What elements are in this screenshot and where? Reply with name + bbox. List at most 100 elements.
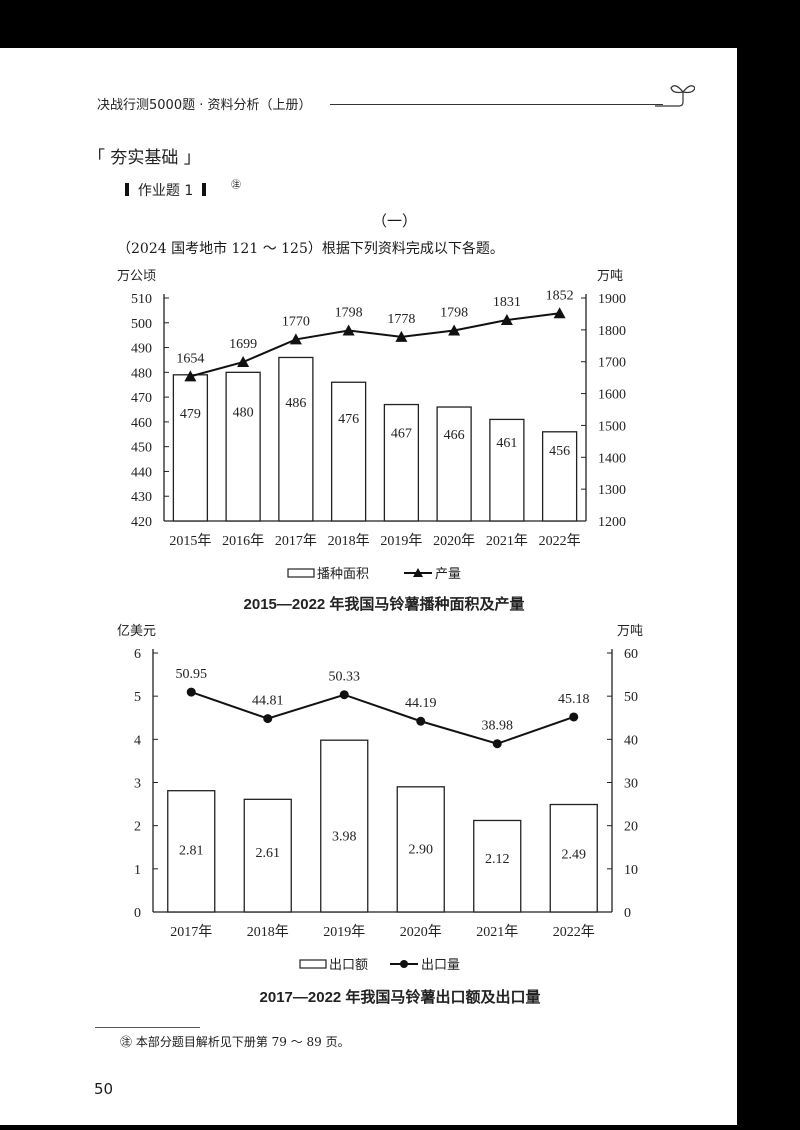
exercise-title: 作业题 1 <box>125 180 207 200</box>
bar <box>436 406 472 522</box>
footnote-rule <box>95 1027 200 1028</box>
triangle-marker-icon <box>500 313 513 325</box>
line-series <box>190 691 575 745</box>
right-tick-label: 1900 <box>598 292 626 307</box>
line-value-label: 1798 <box>335 305 363 320</box>
category-label: 2015年 <box>169 533 211 549</box>
exercise-label: 作业题 1 <box>137 183 194 199</box>
line-value-label: 44.19 <box>405 696 437 711</box>
right-tick-label: 20 <box>624 820 638 835</box>
category-label: 2018年 <box>247 924 289 940</box>
left-tick-label: 510 <box>131 292 152 307</box>
line-value-label: 1778 <box>387 312 415 327</box>
footnote-marker-icon: ㊟ <box>231 180 241 191</box>
category-label: 2021年 <box>486 533 528 549</box>
right-tick-label: 10 <box>624 863 638 878</box>
right-axis-unit: 万吨 <box>617 623 643 638</box>
category-label: 2018年 <box>328 533 370 549</box>
right-tick-label: 30 <box>624 777 638 792</box>
legend-label: 出口量 <box>421 957 460 972</box>
bar-value-label: 3.98 <box>332 830 357 845</box>
right-tick-label: 1800 <box>598 324 626 339</box>
bar-value-label: 466 <box>444 428 465 443</box>
circle-marker-icon <box>569 712 579 722</box>
left-tick-label: 1 <box>134 863 141 878</box>
line-value-label: 1699 <box>229 337 257 352</box>
left-tick-label: 460 <box>131 416 152 431</box>
chart-planting-area-production: 420 430 440 450 460 470 480 490 500 510 1200 1300 14… <box>117 268 626 613</box>
chart-title: 2015—2022 年我国马铃薯播种面积及产量 <box>244 595 525 613</box>
bar <box>396 786 445 913</box>
category-label: 2020年 <box>400 924 442 940</box>
left-tick-label: 5 <box>134 690 141 705</box>
line-value-label: 50.33 <box>329 670 361 685</box>
right-tick-label: 0 <box>624 906 631 921</box>
left-tick-label: 430 <box>131 490 152 505</box>
legend-label: 出口额 <box>329 957 368 972</box>
triangle-marker-icon <box>395 330 408 342</box>
category-label: 2021年 <box>476 924 518 940</box>
bracket-bar-left <box>125 183 129 196</box>
circle-marker-icon <box>263 714 273 724</box>
triangle-marker-icon <box>289 333 302 345</box>
bar <box>243 798 292 913</box>
left-tick-label: 420 <box>131 515 152 530</box>
left-tick-label: 6 <box>134 647 141 662</box>
left-tick-label: 480 <box>131 366 152 381</box>
category-label: 2020年 <box>433 533 475 549</box>
left-axis-unit: 亿美元 <box>117 623 156 638</box>
bar-value-label: 2.61 <box>256 846 281 861</box>
triangle-marker-icon <box>237 356 250 368</box>
section-title: 「 夯实基础 」 <box>88 148 201 168</box>
running-title: 决战行测5000题 · 资料分析（上册） <box>97 98 312 113</box>
category-label: 2022年 <box>553 924 595 940</box>
bar-value-label: 2.90 <box>409 843 434 858</box>
bar <box>383 403 420 522</box>
bar-value-label: 2.81 <box>179 844 204 859</box>
legend-bar-swatch <box>299 959 327 969</box>
line-value-label: 1798 <box>440 305 468 320</box>
header-rule <box>330 104 663 105</box>
right-tick-label: 1200 <box>598 515 626 530</box>
left-tick-label: 470 <box>131 391 152 406</box>
category-label: 2019年 <box>323 924 365 940</box>
right-tick-label: 60 <box>624 647 638 662</box>
right-tick-label: 1400 <box>598 451 626 466</box>
bracket-bar-right <box>202 183 207 196</box>
left-tick-label: 490 <box>131 342 152 357</box>
left-tick-label: 500 <box>131 317 152 332</box>
left-tick-label: 3 <box>134 777 141 792</box>
right-tick-label: 50 <box>624 690 638 705</box>
bar <box>489 418 525 522</box>
circle-marker-icon <box>186 687 196 697</box>
triangle-marker-icon <box>553 307 566 319</box>
left-axis-unit: 万公顷 <box>117 268 156 283</box>
page-number: 50 <box>94 1080 114 1098</box>
right-tick-label: 40 <box>624 733 638 748</box>
line-value-label: 1770 <box>282 314 310 329</box>
bar <box>549 803 598 913</box>
bar-value-label: 2.12 <box>485 852 510 867</box>
legend-label: 产量 <box>435 566 461 581</box>
circle-marker-icon <box>416 716 426 726</box>
right-tick-label: 1600 <box>598 388 626 403</box>
bar <box>473 819 522 913</box>
part-number: （一） <box>372 212 418 230</box>
line-value-label: 50.95 <box>176 667 208 682</box>
triangle-marker-icon <box>448 324 461 336</box>
bar <box>541 431 578 522</box>
line-value-label: 44.81 <box>252 694 284 709</box>
left-tick-label: 440 <box>131 465 152 480</box>
right-tick-label: 1700 <box>598 356 626 371</box>
legend-circle-icon <box>400 960 408 968</box>
bar <box>278 356 314 522</box>
left-tick-label: 4 <box>134 733 141 748</box>
legend-bar-swatch <box>287 568 315 578</box>
line-value-label: 45.18 <box>558 692 590 707</box>
left-tick-label: 2 <box>134 820 141 835</box>
circle-marker-icon <box>339 690 349 700</box>
line-series <box>190 312 560 378</box>
book-page: 决战行测5000题 · 资料分析（上册） 「 夯实基础 」 作业题 1 ㊟ （一… <box>0 48 737 1125</box>
bar-value-label: 467 <box>391 426 412 441</box>
